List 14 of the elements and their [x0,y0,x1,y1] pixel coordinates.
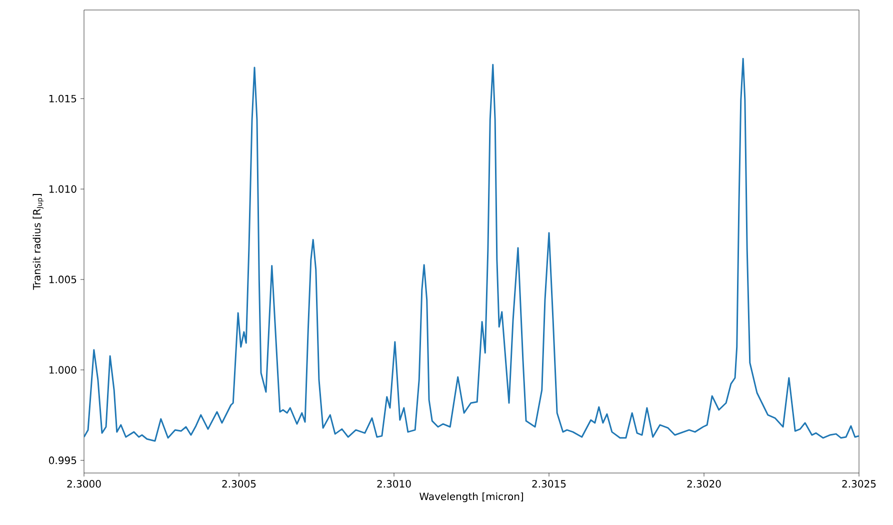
y-axis-title: Transit radius [R$_{Jup}$] [32,194,44,290]
x-tick-label: 2.3025 [842,480,876,488]
y-tick-label: 1.015 [49,94,76,102]
x-tick-label: 2.3005 [222,480,256,488]
y-tick-label: 0.995 [49,456,76,464]
y-tick-label: 1.010 [49,185,76,193]
x-axis-title: Wavelength [micron] [420,492,523,502]
x-tick-label: 2.3010 [377,480,411,488]
y-tick-label: 1.005 [49,276,76,284]
y-tick-label: 1.000 [49,366,76,374]
x-tick-label: 2.3000 [67,480,101,488]
x-tick-label: 2.3015 [532,480,566,488]
line-series [84,58,860,442]
x-tick-label: 2.3020 [687,480,721,488]
